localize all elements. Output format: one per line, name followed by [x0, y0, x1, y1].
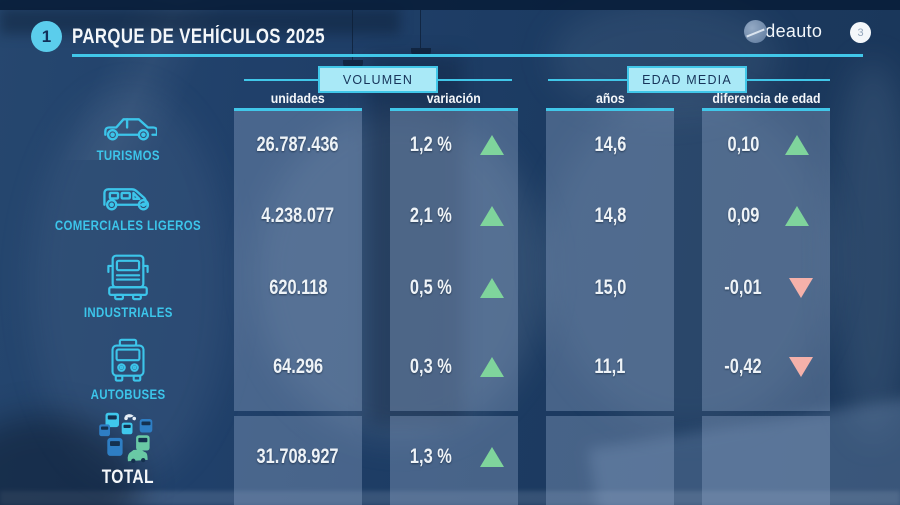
slide-number: 1: [41, 26, 52, 46]
brand-logo: ideauto: [744, 18, 822, 44]
units-panel: 26.787.436 4.238.077 620.118 64.296: [234, 108, 362, 411]
total-age-panel-empty: [546, 416, 674, 505]
total-variation-cell: 1,3 %: [390, 442, 518, 472]
variation-value: 1,2 %: [410, 133, 452, 156]
column-header-diferencia: diferencia de edad: [711, 90, 821, 106]
page-number-badge: 3: [850, 22, 871, 43]
page-number: 3: [857, 26, 864, 39]
total-age-diff-panel-empty: [702, 416, 830, 505]
category-turismos: TURISMOS: [40, 110, 216, 165]
connector-line: [747, 79, 830, 81]
category-label: COMERCIALES LIGEROS: [54, 218, 202, 233]
total-units-panel: 31.708.927: [234, 416, 362, 505]
category-autobuses: AUTOBUSES: [40, 338, 216, 404]
category-label: AUTOBUSES: [90, 387, 166, 402]
group-header-edad-media: EDAD MEDIA: [627, 66, 747, 93]
background-photo: [833, 60, 900, 440]
age-diff-value: 0,09: [727, 204, 759, 227]
age-diff-cell: -0,01: [702, 273, 830, 303]
logo-text: ideauto: [761, 20, 823, 41]
connector-line: [438, 79, 512, 81]
group-label: EDAD MEDIA: [642, 72, 732, 87]
age-diff-value: -0,01: [724, 276, 762, 299]
connector-line: [244, 79, 320, 81]
variation-cell: 0,3 %: [390, 352, 518, 382]
total-label: TOTAL: [101, 467, 155, 488]
column-header-unidades: unidades: [270, 90, 326, 106]
slide-number-badge: 1: [31, 21, 62, 52]
units-value: 26.787.436: [256, 133, 339, 156]
variation-cell: 2,1 %: [390, 201, 518, 231]
variation-cell: 0,5 %: [390, 273, 518, 303]
column-header-anos: años: [595, 90, 625, 106]
trend-icon: [785, 206, 810, 226]
age-diff-value: 0,10: [727, 133, 759, 156]
units-value: 4.238.077: [261, 204, 335, 227]
truck-icon: [107, 254, 149, 301]
age-diff-value: -0,42: [724, 355, 762, 378]
group-header-volumen: VOLUMEN: [318, 66, 438, 93]
traffic-cluster-icon: [99, 412, 153, 463]
variation-value: 0,3 %: [410, 355, 452, 378]
category-total: TOTAL: [40, 410, 216, 489]
units-value: 64.296: [272, 355, 324, 378]
variation-panel: 1,2 % 2,1 % 0,5 % 0,3 %: [390, 108, 518, 411]
age-diff-cell: 0,09: [702, 201, 830, 231]
age-diff-panel: 0,10 0,09 -0,01 -0,42: [702, 108, 830, 411]
trend-icon: [788, 357, 813, 377]
trend-icon: [479, 278, 504, 298]
units-value: 620.118: [268, 276, 328, 299]
trend-icon: [785, 135, 810, 155]
trend-icon: [479, 357, 504, 377]
van-icon: [103, 188, 150, 211]
car-icon: [104, 118, 157, 141]
connector-line: [548, 79, 629, 81]
trend-icon: [479, 206, 504, 226]
total-variation-value: 1,3 %: [410, 445, 452, 468]
variation-cell: 1,2 %: [390, 130, 518, 160]
category-comerciales-ligeros: COMERCIALES LIGEROS: [40, 180, 216, 235]
trend-icon: [479, 447, 504, 467]
age-panel: 14,6 14,8 15,0 11,1: [546, 108, 674, 411]
total-variation-panel: 1,3 %: [390, 416, 518, 505]
trend-icon: [788, 278, 813, 298]
age-value: 14,8: [594, 204, 626, 227]
lamp-icon: [420, 10, 421, 48]
page-title: PARQUE DE VEHÍCULOS 2025: [72, 25, 325, 48]
lamp-icon: [352, 10, 353, 60]
variation-value: 2,1 %: [410, 204, 452, 227]
category-industriales: INDUSTRIALES: [40, 252, 216, 322]
total-units-value: 31.708.927: [256, 445, 339, 468]
age-diff-cell: -0,42: [702, 352, 830, 382]
age-value: 15,0: [594, 276, 626, 299]
background-photo: [0, 0, 900, 10]
bus-icon: [111, 338, 145, 382]
age-value: 14,6: [594, 133, 626, 156]
column-header-variacion: variación: [426, 90, 482, 106]
category-label: TURISMOS: [96, 148, 160, 163]
age-diff-cell: 0,10: [702, 130, 830, 160]
trend-icon: [479, 135, 504, 155]
group-label: VOLUMEN: [342, 72, 414, 87]
variation-value: 0,5 %: [410, 276, 452, 299]
category-label: INDUSTRIALES: [83, 305, 173, 320]
age-value: 11,1: [594, 355, 626, 378]
ideauto-logo-icon: [744, 19, 767, 43]
title-underline: [72, 54, 863, 57]
